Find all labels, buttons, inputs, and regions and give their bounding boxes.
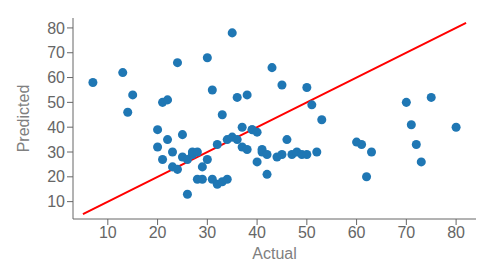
svg-text:60: 60 xyxy=(348,224,366,241)
svg-text:50: 50 xyxy=(298,224,316,241)
svg-text:60: 60 xyxy=(47,69,65,86)
svg-text:30: 30 xyxy=(47,144,65,161)
svg-text:80: 80 xyxy=(447,224,465,241)
svg-text:70: 70 xyxy=(397,224,415,241)
svg-text:30: 30 xyxy=(198,224,216,241)
svg-text:50: 50 xyxy=(47,94,65,111)
svg-text:40: 40 xyxy=(47,119,65,136)
svg-text:70: 70 xyxy=(47,44,65,61)
svg-text:10: 10 xyxy=(99,224,117,241)
svg-text:Actual: Actual xyxy=(252,245,296,262)
svg-text:80: 80 xyxy=(47,20,65,37)
svg-text:20: 20 xyxy=(47,168,65,185)
svg-text:10: 10 xyxy=(47,193,65,210)
svg-text:40: 40 xyxy=(248,224,266,241)
svg-text:Predicted: Predicted xyxy=(15,85,32,153)
svg-text:20: 20 xyxy=(149,224,167,241)
